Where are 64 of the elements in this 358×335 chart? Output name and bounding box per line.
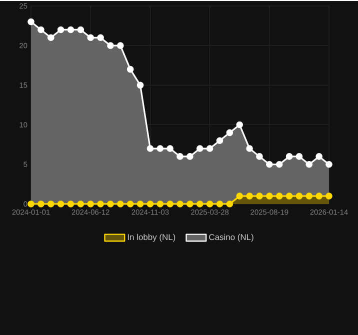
point	[306, 192, 313, 200]
point	[117, 42, 124, 49]
point	[126, 66, 134, 73]
point	[28, 200, 34, 208]
point	[196, 145, 204, 152]
point	[236, 121, 244, 128]
point	[326, 160, 332, 168]
point	[286, 153, 293, 160]
point	[246, 145, 253, 152]
point	[77, 26, 84, 34]
point	[266, 192, 273, 200]
point	[176, 153, 184, 160]
legend-label: Casino (NL)	[209, 234, 254, 242]
point	[196, 200, 204, 208]
point	[107, 42, 114, 49]
point	[77, 200, 84, 208]
point	[107, 200, 114, 208]
point	[226, 129, 234, 136]
point	[166, 145, 174, 152]
point	[326, 192, 332, 200]
point	[216, 200, 224, 208]
point	[57, 26, 64, 34]
point	[266, 160, 273, 168]
point	[87, 200, 94, 208]
point	[38, 26, 44, 34]
point	[256, 192, 263, 200]
point	[186, 200, 194, 208]
point	[57, 200, 64, 208]
point	[216, 137, 224, 144]
point	[117, 200, 124, 208]
point	[206, 145, 214, 152]
point	[67, 200, 74, 208]
point	[136, 82, 144, 89]
point	[246, 192, 253, 200]
point	[126, 200, 134, 208]
point	[97, 34, 104, 42]
point	[146, 145, 154, 152]
point	[156, 145, 164, 152]
legend-label: In lobby (NL)	[128, 234, 176, 242]
point	[316, 153, 322, 160]
point	[286, 192, 293, 200]
point	[306, 160, 313, 168]
point	[47, 34, 54, 42]
point	[296, 153, 303, 160]
point	[87, 34, 94, 42]
point	[206, 200, 214, 208]
point	[67, 26, 74, 34]
point	[176, 200, 184, 208]
point	[276, 192, 283, 200]
point	[47, 200, 54, 208]
point	[136, 200, 144, 208]
point	[28, 18, 34, 26]
point	[256, 153, 263, 160]
point	[156, 200, 164, 208]
point	[316, 192, 322, 200]
point	[296, 192, 303, 200]
point	[166, 200, 174, 208]
point	[97, 200, 104, 208]
point	[146, 200, 154, 208]
point	[276, 160, 283, 168]
point	[186, 153, 194, 160]
point	[38, 200, 44, 208]
point	[226, 200, 234, 208]
point	[236, 192, 244, 200]
